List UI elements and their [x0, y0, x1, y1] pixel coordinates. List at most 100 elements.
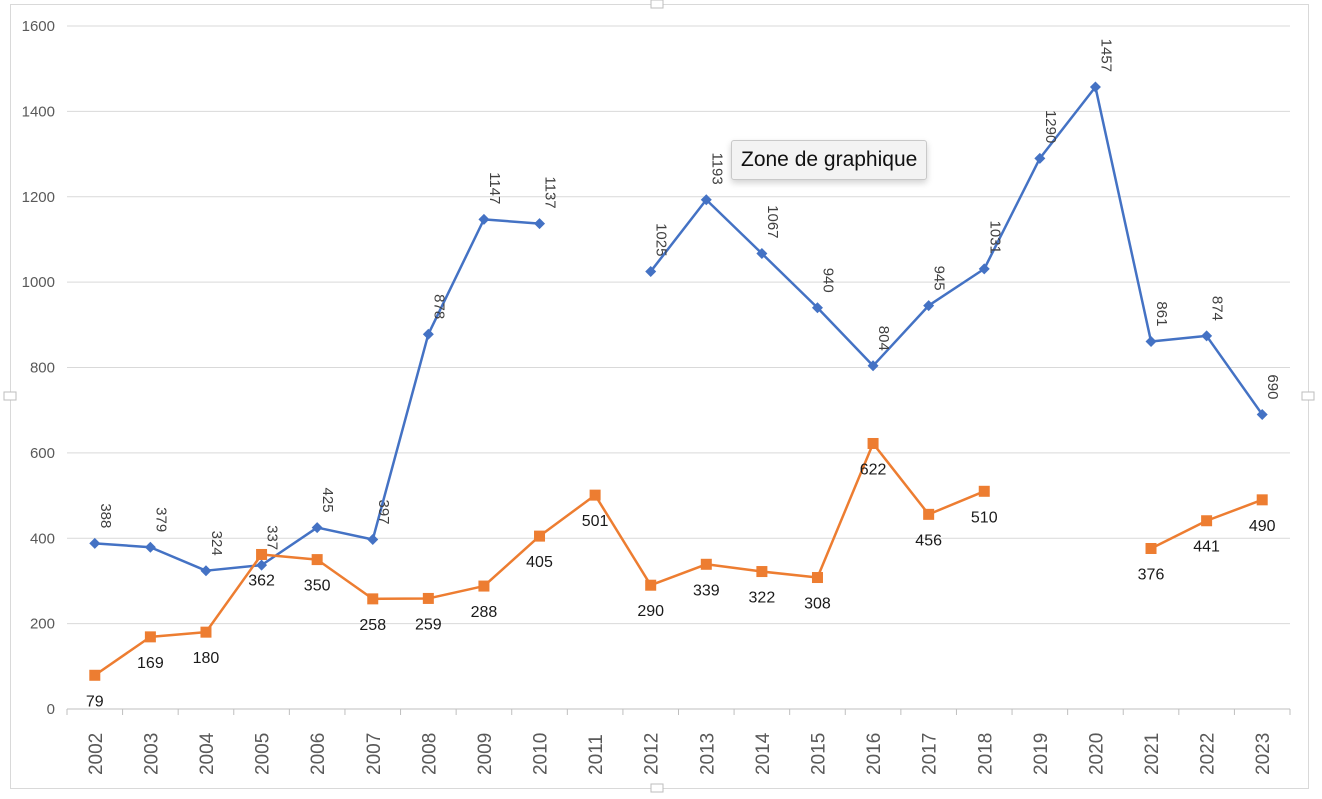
- data-point: [1201, 330, 1213, 342]
- data-point: [422, 328, 434, 340]
- data-point: [589, 489, 601, 501]
- y-tick-label: 800: [30, 360, 55, 377]
- data-label: 259: [415, 616, 442, 633]
- data-point: [200, 626, 212, 638]
- data-label: 258: [359, 617, 386, 634]
- data-point: [978, 263, 990, 275]
- data-point: [923, 300, 935, 312]
- data-label: 878: [430, 294, 447, 319]
- data-point: [89, 669, 101, 681]
- y-tick-label: 1000: [22, 274, 55, 291]
- y-tick-label: 1600: [22, 18, 55, 35]
- data-label: 324: [208, 531, 225, 556]
- data-label: 1031: [986, 221, 1003, 254]
- data-label: 490: [1249, 518, 1276, 535]
- x-tick-label: 2023: [1253, 733, 1274, 775]
- data-point: [200, 565, 212, 577]
- x-tick-label: 2005: [253, 733, 274, 775]
- data-point: [756, 248, 768, 260]
- x-tick-label: 2017: [920, 733, 941, 775]
- data-point: [1256, 494, 1268, 506]
- selection-handle: [1301, 391, 1315, 401]
- data-point: [1089, 81, 1101, 93]
- chart-frame: [10, 4, 1309, 789]
- y-tick-label: 600: [30, 445, 55, 462]
- data-point: [367, 534, 379, 546]
- data-label: 874: [1209, 296, 1226, 321]
- selection-handle: [3, 391, 17, 401]
- data-label: 690: [1264, 374, 1281, 399]
- data-point: [645, 265, 657, 277]
- data-label: 362: [248, 572, 275, 589]
- data-point: [923, 508, 935, 520]
- data-point: [700, 558, 712, 570]
- data-label: 425: [319, 488, 336, 513]
- data-label: 308: [804, 596, 831, 613]
- y-tick-label: 1400: [22, 103, 55, 120]
- data-label: 169: [137, 655, 164, 672]
- data-label: 945: [931, 266, 948, 291]
- x-tick-label: 2015: [808, 733, 829, 775]
- data-point: [978, 485, 990, 497]
- x-tick-label: 2002: [86, 733, 107, 775]
- data-label: 397: [375, 499, 392, 524]
- x-tick-label: 2008: [419, 733, 440, 775]
- data-label: 1290: [1042, 110, 1059, 143]
- data-label: 290: [637, 603, 664, 620]
- x-tick-label: 2003: [141, 733, 162, 775]
- x-tick-label: 2009: [475, 733, 496, 775]
- data-point: [311, 554, 323, 566]
- data-point: [478, 213, 490, 225]
- data-point: [645, 579, 657, 591]
- data-label: 1147: [486, 172, 503, 204]
- data-point: [756, 566, 768, 578]
- data-point: [1201, 515, 1213, 527]
- y-tick-label: 1200: [22, 189, 55, 206]
- x-tick-label: 2006: [308, 733, 329, 775]
- data-label: 376: [1138, 566, 1165, 583]
- data-label: 180: [193, 650, 220, 667]
- chart-area-tooltip: Zone de graphique: [731, 140, 928, 180]
- data-point: [422, 592, 434, 604]
- x-tick-label: 2019: [1031, 733, 1052, 775]
- data-label: 1067: [764, 205, 781, 238]
- data-label: 501: [582, 513, 609, 530]
- y-tick-label: 200: [30, 616, 55, 633]
- data-point: [811, 572, 823, 584]
- data-point: [811, 302, 823, 314]
- series-line: [649, 85, 1264, 416]
- data-label: 322: [749, 590, 776, 607]
- data-point: [144, 631, 156, 643]
- data-point: [867, 360, 879, 372]
- data-label: 861: [1153, 301, 1170, 326]
- data-point: [1145, 335, 1157, 347]
- data-point: [367, 593, 379, 605]
- y-tick-label: 400: [30, 530, 55, 547]
- data-point: [1145, 542, 1157, 554]
- x-tick-label: 2012: [642, 733, 663, 775]
- selection-handle: [650, 0, 664, 9]
- data-label: 1025: [653, 223, 670, 256]
- x-tick-label: 2007: [364, 733, 385, 775]
- data-point: [256, 559, 268, 571]
- x-tick-label: 2011: [586, 734, 607, 775]
- data-point: [89, 537, 101, 549]
- data-point: [700, 194, 712, 206]
- data-point: [534, 530, 546, 542]
- data-point: [478, 580, 490, 592]
- data-label: 350: [304, 578, 331, 595]
- data-label: 940: [819, 268, 836, 293]
- data-point: [867, 437, 879, 449]
- x-tick-label: 2010: [531, 733, 552, 775]
- data-label: 441: [1193, 539, 1220, 556]
- data-point: [256, 548, 268, 560]
- x-tick-label: 2016: [864, 733, 885, 775]
- data-label: 379: [152, 507, 169, 532]
- data-point: [534, 218, 546, 230]
- data-label: 405: [526, 554, 553, 571]
- data-label: 622: [860, 461, 887, 478]
- data-label: 1193: [708, 152, 725, 184]
- x-tick-label: 2014: [753, 732, 774, 775]
